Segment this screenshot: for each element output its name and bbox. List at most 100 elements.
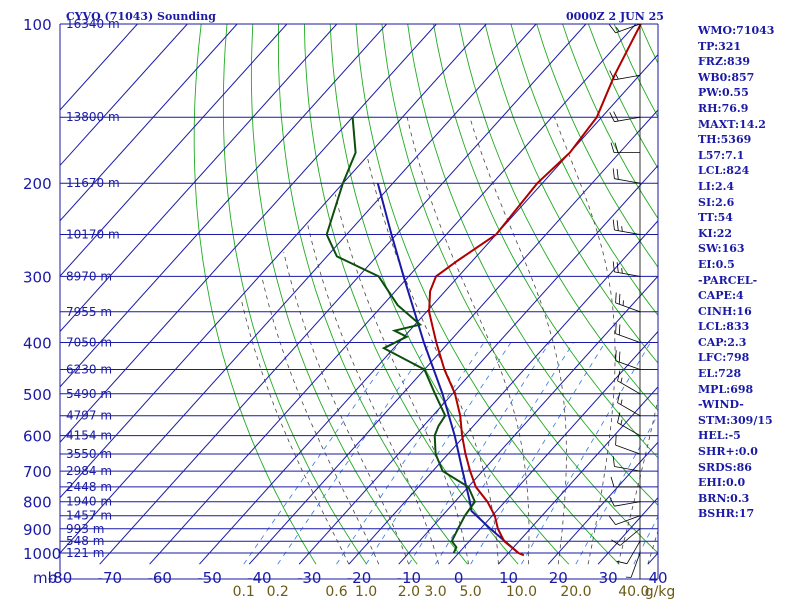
mixing-ratio-label: 5.0 bbox=[459, 584, 481, 600]
mixing-ratio-label: 0.2 bbox=[267, 584, 289, 600]
index-entry: CAP:2.3 bbox=[698, 335, 747, 349]
isotherm-line bbox=[60, 24, 487, 499]
index-entry: -WIND- bbox=[698, 398, 744, 412]
isotherm-line bbox=[60, 24, 288, 277]
pressure-tick-label: 1000 bbox=[23, 545, 61, 563]
wind-barb-staff bbox=[614, 178, 641, 184]
index-entry: CAPE:4 bbox=[698, 289, 744, 303]
wind-barb bbox=[612, 219, 641, 235]
pressure-tick-label: 400 bbox=[23, 335, 52, 353]
index-entry: EHI:0.0 bbox=[698, 476, 746, 490]
wind-barb-flag bbox=[615, 434, 617, 446]
moist-adiabat-line bbox=[261, 276, 380, 565]
index-entry: LFC:798 bbox=[698, 351, 750, 365]
mixing-ratio-label: 1.0 bbox=[355, 584, 377, 600]
wind-barb-flag bbox=[612, 456, 615, 467]
wind-barb-half-flag bbox=[620, 419, 623, 425]
index-entry: L57:7.1 bbox=[698, 148, 745, 162]
wind-barbs bbox=[608, 23, 641, 579]
parcel-path-line bbox=[376, 182, 520, 554]
index-entry: BRN:0.3 bbox=[698, 491, 750, 505]
thermo-background bbox=[60, 24, 658, 565]
mixing-ratio-line bbox=[277, 342, 431, 565]
stability-indices-panel: WMO:71043 TP:321 FRZ:839 WB0:857 PW:0.55 RH:7… bbox=[698, 23, 798, 522]
isotherm-line bbox=[60, 24, 437, 443]
wind-barb-staff bbox=[614, 466, 641, 472]
pressure-tick-label: 700 bbox=[23, 463, 52, 481]
dry-adiabat-line bbox=[510, 24, 658, 317]
wind-barb-flag bbox=[618, 293, 621, 305]
wind-barb-staff bbox=[614, 116, 641, 123]
wind-barb-flag bbox=[609, 70, 615, 80]
wind-barb bbox=[610, 142, 640, 154]
height-label: 548 m bbox=[66, 534, 104, 548]
isotherm-line bbox=[248, 109, 658, 565]
mixing-ratio-line bbox=[365, 342, 512, 565]
wind-barb bbox=[608, 515, 641, 525]
isotherm-line bbox=[99, 24, 587, 565]
wind-barb bbox=[615, 323, 641, 343]
wind-barb bbox=[617, 412, 641, 436]
isotherm-line bbox=[398, 275, 658, 565]
wind-barb bbox=[615, 292, 641, 313]
wind-barb-flag bbox=[615, 292, 617, 303]
index-entry: LCL:833 bbox=[698, 320, 750, 334]
height-label: 6230 m bbox=[66, 363, 112, 377]
index-entry: PW:0.55 bbox=[698, 86, 749, 100]
wind-barb-staff bbox=[615, 23, 641, 34]
isotherm-line bbox=[60, 24, 537, 554]
wind-barb-half-flag bbox=[615, 74, 619, 80]
wind-barb-flag bbox=[608, 24, 616, 34]
wind-barb bbox=[609, 496, 641, 507]
wind-barb bbox=[612, 261, 641, 277]
wind-barb-flag bbox=[614, 142, 619, 153]
wind-barb-flag bbox=[617, 412, 621, 423]
wind-barb-flag bbox=[609, 496, 615, 507]
wind-barb-staff bbox=[614, 501, 641, 507]
index-entry: SRDS:86 bbox=[698, 460, 752, 474]
isotherm-line bbox=[348, 220, 658, 565]
height-label: 11670 m bbox=[66, 176, 120, 190]
pressure-tick-label: 500 bbox=[23, 386, 52, 404]
height-label: 8970 m bbox=[66, 269, 112, 283]
wind-barb-half-flag bbox=[620, 399, 623, 405]
wind-barb-flag bbox=[611, 539, 621, 546]
wind-barb-staff bbox=[617, 402, 641, 417]
pressure-tick-label: 800 bbox=[23, 494, 52, 512]
wind-barb bbox=[617, 392, 641, 417]
wind-barb-flag bbox=[610, 476, 615, 488]
index-entry: STM:309/15 bbox=[698, 413, 773, 427]
index-entry: TH:5369 bbox=[698, 133, 752, 147]
dry-adiabat-line bbox=[536, 24, 658, 268]
height-label: 121 m bbox=[66, 546, 104, 560]
index-entry: MPL:698 bbox=[698, 382, 754, 396]
moist-adiabat-line bbox=[367, 158, 499, 565]
pressure-tick-label: 300 bbox=[23, 268, 52, 286]
wind-barb bbox=[612, 168, 641, 184]
height-label: 7955 m bbox=[66, 305, 112, 319]
chart-title-station: CYVQ (71043) Sounding bbox=[66, 10, 216, 23]
dry-adiabat-line bbox=[484, 24, 658, 364]
wind-barb-staff bbox=[614, 271, 641, 277]
index-entry: HEL:-5 bbox=[698, 429, 741, 443]
index-entry: SW:163 bbox=[698, 242, 745, 256]
temperature-tick-label: -80 bbox=[48, 569, 73, 587]
height-label: 13800 m bbox=[66, 110, 120, 124]
moist-adiabat-line bbox=[307, 225, 439, 565]
wind-barb bbox=[616, 540, 641, 565]
temperature-tick-label: -10 bbox=[397, 569, 422, 587]
wind-barb-flag bbox=[615, 323, 617, 334]
height-label: 3550 m bbox=[66, 447, 112, 461]
isotherm-line bbox=[60, 24, 387, 388]
index-entry: EL:728 bbox=[698, 367, 742, 381]
dry-adiabat-line bbox=[433, 24, 658, 459]
isotherm-line bbox=[448, 330, 658, 565]
wind-barb-half-flag bbox=[620, 377, 623, 383]
temperature-tick-label: 40 bbox=[648, 569, 667, 587]
wind-barb-flag bbox=[616, 262, 619, 273]
wind-barb-flag bbox=[612, 168, 615, 179]
wind-barb bbox=[617, 370, 641, 395]
isotherm-line bbox=[60, 24, 238, 222]
isotherm-line bbox=[498, 386, 658, 565]
